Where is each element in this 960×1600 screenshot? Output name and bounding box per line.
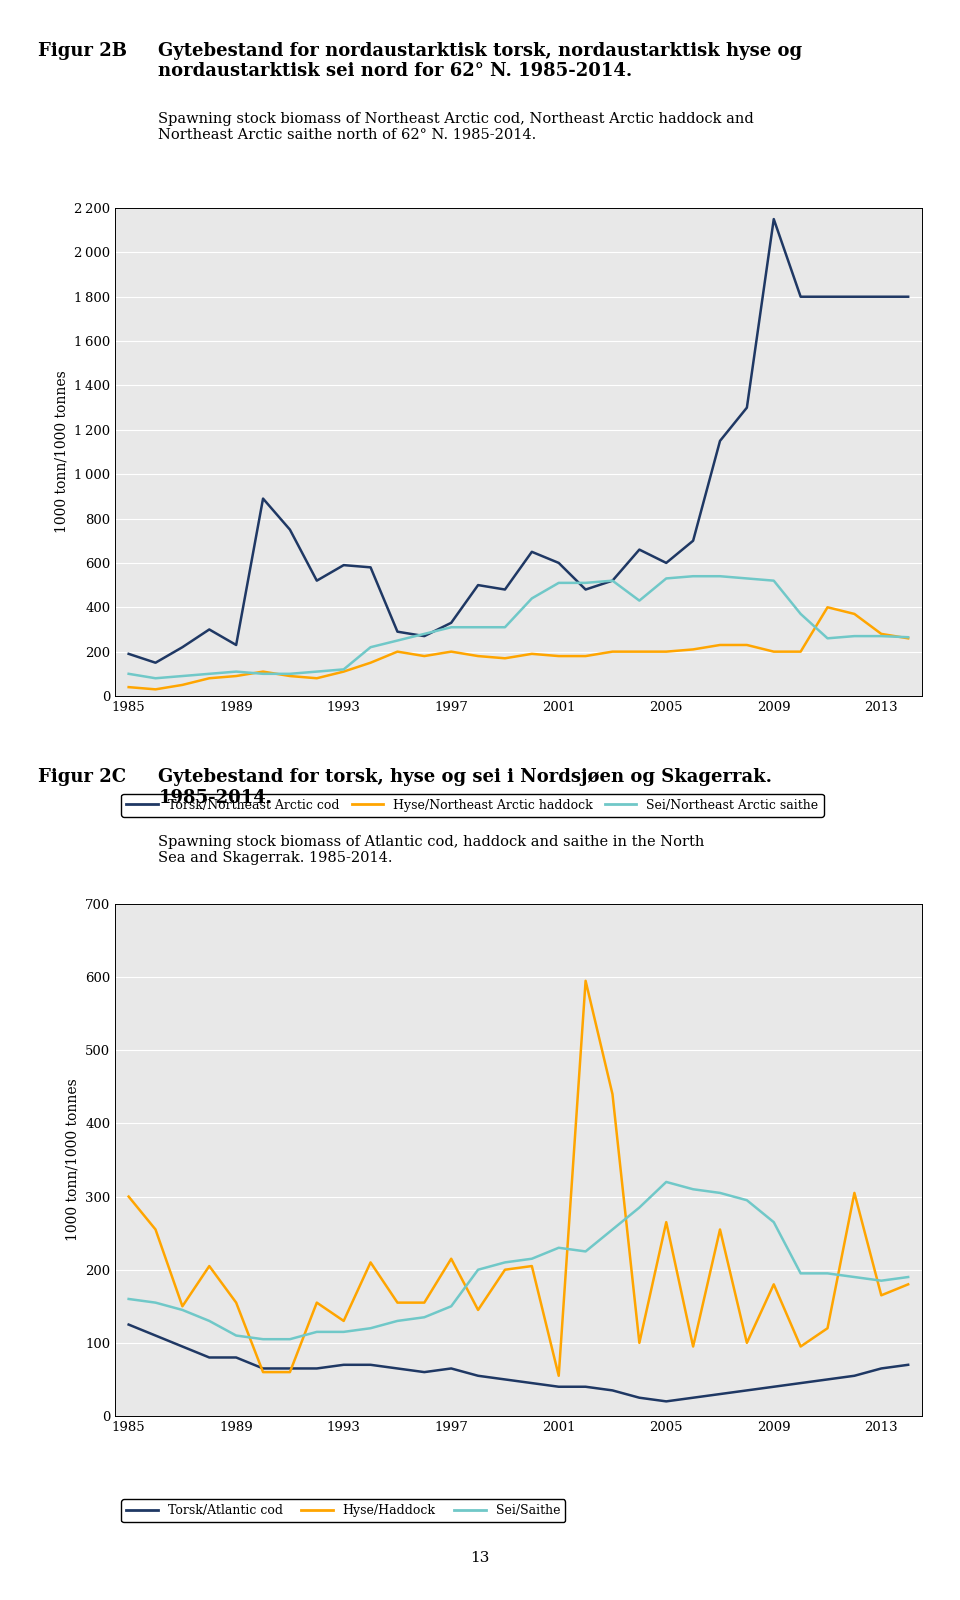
Text: 13: 13 — [470, 1550, 490, 1565]
Text: Spawning stock biomass of Atlantic cod, haddock and saithe in the North
Sea and : Spawning stock biomass of Atlantic cod, … — [158, 835, 705, 866]
Text: Figur 2C: Figur 2C — [38, 768, 127, 786]
Y-axis label: 1000 tonn/1000 tonnes: 1000 tonn/1000 tonnes — [55, 371, 68, 533]
Text: Gytebestand for nordaustarktisk torsk, nordaustarktisk hyse og
nordaustarktisk s: Gytebestand for nordaustarktisk torsk, n… — [158, 42, 803, 80]
Text: Gytebestand for torsk, hyse og sei i Nordsjøen og Skagerrak.
1985-2014.: Gytebestand for torsk, hyse og sei i Nor… — [158, 768, 773, 806]
Text: Spawning stock biomass of Northeast Arctic cod, Northeast Arctic haddock and
Nor: Spawning stock biomass of Northeast Arct… — [158, 112, 755, 142]
Legend: Torsk/Northeast Arctic cod, Hyse/Northeast Arctic haddock, Sei/Northeast Arctic : Torsk/Northeast Arctic cod, Hyse/Northea… — [122, 794, 824, 816]
Legend: Torsk/Atlantic cod, Hyse/Haddock, Sei/Saithe: Torsk/Atlantic cod, Hyse/Haddock, Sei/Sa… — [122, 1499, 565, 1522]
Y-axis label: 1000 tonn/1000 tonnes: 1000 tonn/1000 tonnes — [65, 1078, 80, 1242]
Text: Figur 2B: Figur 2B — [38, 42, 128, 59]
